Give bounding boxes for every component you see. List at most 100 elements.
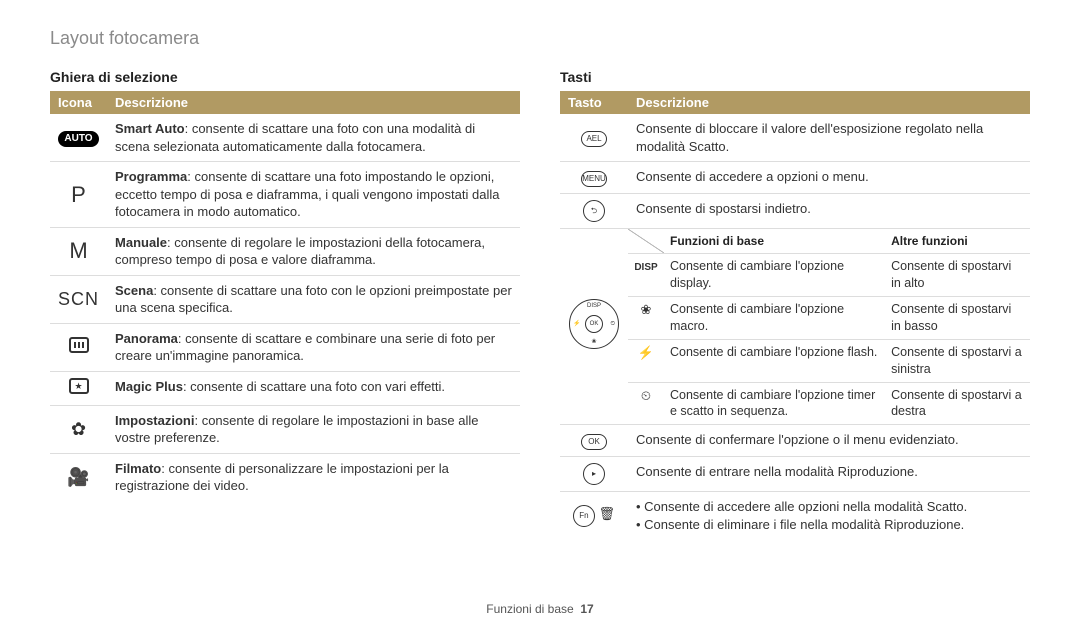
mode-icon-cell (50, 323, 107, 371)
mode-scn-icon: SCN (58, 289, 99, 309)
table-row: 🎥 Filmato: consente di personalizzare le … (50, 453, 520, 501)
mode-desc-cell: Magic Plus: consente di scattare una fot… (107, 372, 520, 406)
subtable-funzioni-cell: Consente di cambiare l'opzione macro. (664, 297, 885, 340)
mode-panorama-icon (69, 337, 89, 353)
key-desc-cell: Consente di entrare nella modalità Ripro… (628, 457, 1030, 492)
tasti-th-tasto: Tasto (560, 91, 628, 114)
subtable-icon-cell: ⏲ (628, 382, 664, 424)
subtable-funzioni-cell: Consente di cambiare l'opzione timer e s… (664, 382, 885, 424)
table-row: DISP Consente di cambiare l'opzione displ… (628, 254, 1030, 297)
list-item: Consente di accedere alle opzioni nella … (636, 498, 1022, 516)
mode-icon-cell (50, 372, 107, 406)
ghiera-table: Icona Descrizione AUTO Smart Auto: consen… (50, 91, 520, 501)
subtable-altre-cell: Consente di spostarvi a sinistra (885, 339, 1030, 382)
mode-auto-icon: AUTO (58, 131, 98, 147)
key-icon-cell: AEL (560, 114, 628, 162)
table-row: AUTO Smart Auto: consente di scattare una… (50, 114, 520, 162)
table-row: ⏲ Consente di cambiare l'opzione timer e … (628, 382, 1030, 424)
mode-magicplus-icon (69, 378, 89, 394)
page-title: Layout fotocamera (50, 28, 1030, 49)
dpad-cell: DISP❀⚡⏲OK (560, 229, 628, 425)
mode-icon-cell: SCN (50, 275, 107, 323)
tasti-table: Tasto Descrizione AEL Consente di bloccar… (560, 91, 1030, 539)
key-icon-cell: ▸ (560, 457, 628, 492)
key-fn-icon: Fn (573, 505, 595, 527)
ghiera-th-icona: Icona (50, 91, 107, 114)
subtable-icon-cell: DISP (628, 254, 664, 297)
table-row: DISP❀⚡⏲OKFunzioni di baseAltre funzioniD… (560, 229, 1030, 425)
ghiera-section: Ghiera di selezione Icona Descrizione AU… (50, 69, 520, 539)
subtable-diag-header (628, 229, 664, 254)
list-item: Consente di eliminare i file nella modal… (636, 516, 1022, 534)
key-ok-icon: OK (581, 434, 607, 450)
key-desc-cell: Consente di accedere alle opzioni nella … (628, 492, 1030, 540)
key-icon-cell: Fn 🗑 (560, 492, 628, 540)
dpad-dir-icon: ❀ (641, 302, 652, 317)
table-row: SCN Scena: consente di scattare una foto … (50, 275, 520, 323)
subtable-funzioni-cell: Consente di cambiare l'opzione flash. (664, 339, 885, 382)
mode-desc-cell: Manuale: consente di regolare le imposta… (107, 227, 520, 275)
key-desc-cell: Consente di bloccare il valore dell'espo… (628, 114, 1030, 162)
footer-section: Funzioni di base (486, 602, 573, 616)
table-row: M Manuale: consente di regolare le impost… (50, 227, 520, 275)
table-row: AEL Consente di bloccare il valore dell'e… (560, 114, 1030, 162)
trash-icon: 🗑 (599, 506, 616, 521)
table-row: ▸ Consente di entrare nella modalità Ripr… (560, 457, 1030, 492)
key-desc-cell: Consente di confermare l'opzione o il me… (628, 425, 1030, 457)
mode-settings-icon: ✿ (71, 417, 86, 441)
table-row: ⮌ Consente di spostarsi indietro. (560, 194, 1030, 229)
ghiera-th-desc: Descrizione (107, 91, 520, 114)
table-row: Magic Plus: consente di scattare una fot… (50, 372, 520, 406)
fn-bullets: Consente di accedere alle opzioni nella … (636, 498, 1022, 533)
subtable-altre-cell: Consente di spostarvi a destra (885, 382, 1030, 424)
page-footer: Funzioni di base 17 (0, 602, 1080, 616)
ghiera-heading: Ghiera di selezione (50, 69, 520, 85)
subtable-altre-cell: Consente di spostarvi in basso (885, 297, 1030, 340)
mode-icon-cell: ✿ (50, 405, 107, 453)
dpad-dir-icon: ⚡ (638, 345, 654, 360)
mode-desc-cell: Smart Auto: consente di scattare una fot… (107, 114, 520, 162)
subtable-icon-cell: ⚡ (628, 339, 664, 382)
table-row: ❀ Consente di cambiare l'opzione macro.Co… (628, 297, 1030, 340)
dpad-icon: DISP❀⚡⏲OK (569, 299, 619, 349)
tasti-heading: Tasti (560, 69, 1030, 85)
subtable-h-funzioni: Funzioni di base (664, 229, 885, 254)
key-icon-cell: MENU (560, 162, 628, 194)
mode-letter-icon: M (69, 238, 87, 263)
table-row: ⚡ Consente di cambiare l'opzione flash.Co… (628, 339, 1030, 382)
mode-desc-cell: Programma: consente di scattare una foto… (107, 162, 520, 228)
table-row: ✿ Impostazioni: consente di regolare le i… (50, 405, 520, 453)
subtable-altre-cell: Consente di spostarvi in alto (885, 254, 1030, 297)
tasti-th-desc: Descrizione (628, 91, 1030, 114)
mode-desc-cell: Impostazioni: consente di regolare le im… (107, 405, 520, 453)
key-ael-icon: AEL (581, 131, 607, 147)
key-icon: ⮌ (583, 200, 605, 222)
footer-page: 17 (580, 602, 593, 616)
table-row: MENU Consente di accedere a opzioni o men… (560, 162, 1030, 194)
table-row: Fn 🗑 Consente di accedere alle opzioni ne… (560, 492, 1030, 540)
disp-icon: DISP (634, 262, 657, 273)
mode-icon-cell: AUTO (50, 114, 107, 162)
dpad-subtable: Funzioni di baseAltre funzioni DISP Consen… (628, 229, 1030, 424)
mode-film-icon: 🎥 (67, 465, 89, 489)
mode-icon-cell: P (50, 162, 107, 228)
key-icon-cell: OK (560, 425, 628, 457)
mode-desc-cell: Panorama: consente di scattare e combina… (107, 323, 520, 371)
key-desc-cell: Consente di spostarsi indietro. (628, 194, 1030, 229)
table-row: P Programma: consente di scattare una fot… (50, 162, 520, 228)
subtable-h-altre: Altre funzioni (885, 229, 1030, 254)
tasti-section: Tasti Tasto Descrizione AEL Consente di b… (560, 69, 1030, 539)
mode-desc-cell: Scena: consente di scattare una foto con… (107, 275, 520, 323)
key-menu-icon: MENU (581, 171, 607, 187)
dpad-dir-icon: ⏲ (641, 388, 651, 403)
mode-desc-cell: Filmato: consente di personalizzare le i… (107, 453, 520, 501)
mode-letter-icon: P (71, 182, 86, 207)
table-row: Panorama: consente di scattare e combina… (50, 323, 520, 371)
mode-icon-cell: M (50, 227, 107, 275)
subtable-funzioni-cell: Consente di cambiare l'opzione display. (664, 254, 885, 297)
mode-icon-cell: 🎥 (50, 453, 107, 501)
subtable-icon-cell: ❀ (628, 297, 664, 340)
key-icon-cell: ⮌ (560, 194, 628, 229)
key-desc-cell: Consente di accedere a opzioni o menu. (628, 162, 1030, 194)
key-icon: ▸ (583, 463, 605, 485)
